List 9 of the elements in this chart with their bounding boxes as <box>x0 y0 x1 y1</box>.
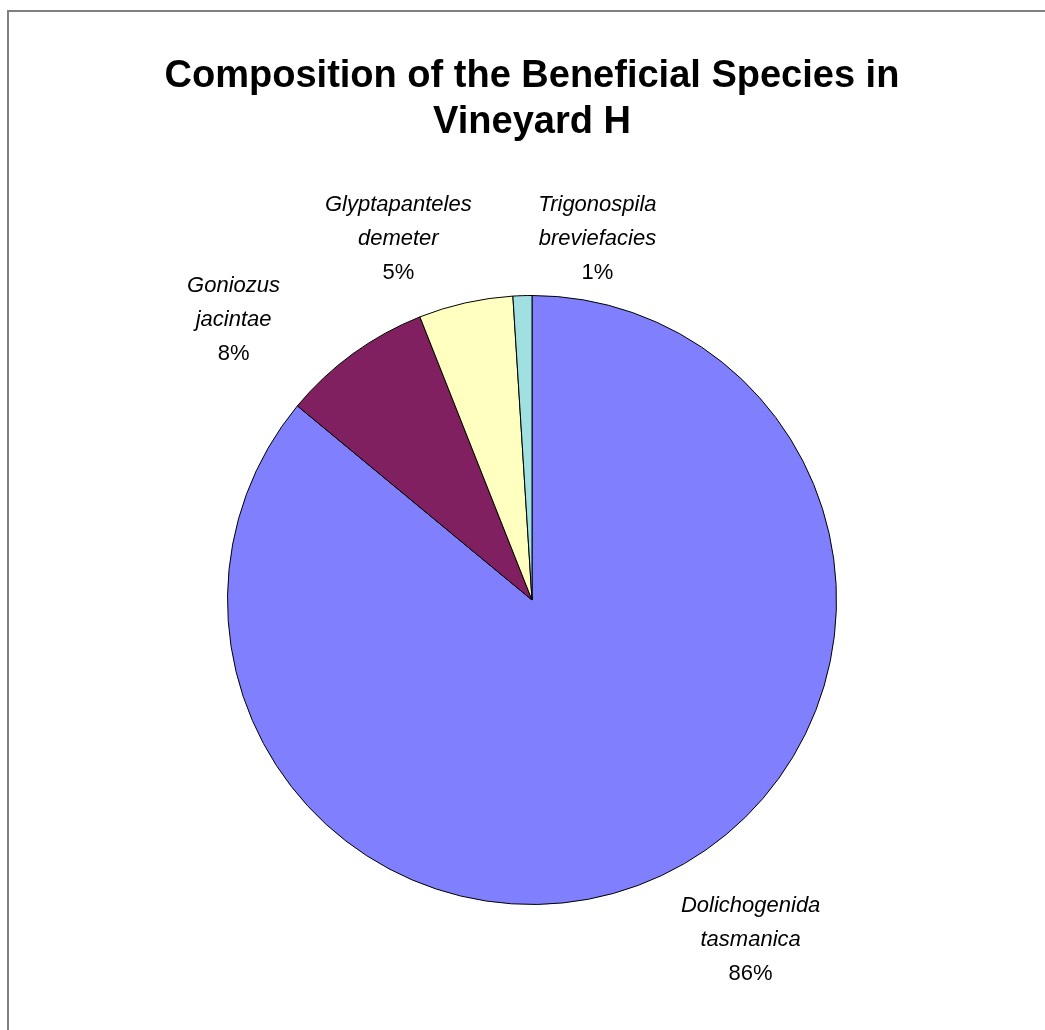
data-label: 1% <box>581 258 614 284</box>
slice-label: Trigonospila breviefacies <box>538 190 657 250</box>
slice-label: Dolichogenida tasmanica <box>680 891 821 951</box>
data-label: 86% <box>728 959 773 985</box>
chart-title: Composition of the Beneficial Species in Vineyard H <box>163 52 901 143</box>
data-label: 5% <box>382 258 415 284</box>
slice-label: Goniozus jacintae <box>187 272 281 332</box>
slice-label: Glyptapanteles demeter <box>324 190 472 250</box>
data-label: 8% <box>217 340 250 366</box>
